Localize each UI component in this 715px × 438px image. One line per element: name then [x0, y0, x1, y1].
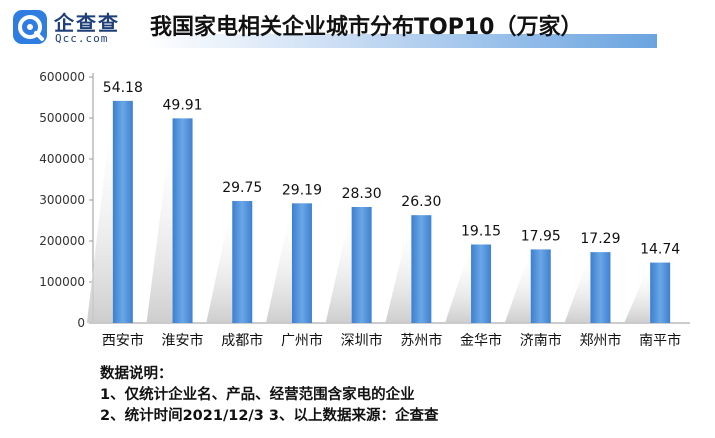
bar-shadow: [564, 252, 591, 323]
bar: [291, 203, 312, 323]
qcc-logo-icon: [13, 10, 47, 44]
bar: [590, 252, 611, 323]
data-label: 28.30: [342, 186, 382, 202]
data-label: 17.29: [580, 231, 620, 247]
bar-shadow: [624, 262, 651, 323]
bar: [351, 206, 372, 323]
bar-shadow: [445, 244, 472, 323]
x-tick-label: 西安市: [102, 332, 144, 349]
y-tick-label: 200000: [39, 234, 85, 248]
bar-shadow: [206, 201, 233, 323]
notes-line-1: 1、仅统计企业名、产品、经营范围含家电的企业: [100, 387, 415, 403]
data-label: 14.74: [640, 242, 680, 258]
data-label: 29.19: [282, 182, 322, 198]
bar-shadow: [325, 206, 352, 323]
bar: [172, 118, 193, 323]
bar: [112, 100, 133, 323]
logo-name: 企查查: [54, 11, 120, 35]
bar: [530, 249, 551, 323]
x-tick-label: 苏州市: [400, 332, 442, 349]
data-label: 19.15: [461, 223, 501, 239]
logo: 企查查 Qcc.com: [12, 7, 132, 47]
bar: [232, 201, 253, 323]
bar-shadow: [86, 100, 113, 323]
x-tick-label: 广州市: [281, 332, 323, 349]
bar-shadow: [504, 249, 531, 323]
x-tick-label: 成都市: [221, 332, 263, 349]
header: 企查查 Qcc.com 我国家电相关企业城市分布TOP10（万家）: [0, 0, 715, 52]
bar-shadow: [146, 118, 173, 323]
x-tick-label: 深圳市: [341, 332, 383, 349]
title-underline-bar: [145, 34, 657, 48]
chart-title: 我国家电相关企业城市分布TOP10（万家）: [150, 15, 583, 40]
data-label: 17.95: [521, 228, 561, 244]
y-tick-label: 600000: [39, 70, 85, 84]
x-tick-label: 郑州市: [579, 332, 621, 349]
data-notes: 数据说明： 1、仅统计企业名、产品、经营范围含家电的企业 2、统计时间2021/…: [100, 364, 438, 427]
bar: [471, 244, 492, 323]
data-label: 49.91: [163, 97, 203, 113]
y-tick-label: 500000: [39, 111, 85, 125]
notes-heading: 数据说明：: [100, 366, 173, 382]
x-tick-label: 南平市: [639, 332, 681, 349]
bar-shadow: [385, 215, 412, 323]
bar-chart: 0 100000 200000 300000 400000 500000 600000 54.…: [39, 70, 690, 349]
notes-line-2: 2、统计时间2021/12/3 3、以上数据来源：企查查: [100, 408, 439, 424]
y-tick-label: 400000: [39, 152, 85, 166]
data-label: 26.30: [401, 194, 441, 210]
x-tick-label: 济南市: [520, 332, 562, 349]
bar: [650, 262, 671, 323]
bar: [411, 215, 432, 323]
data-label: 54.18: [103, 80, 143, 96]
logo-domain: Qcc.com: [55, 32, 109, 45]
y-tick-label: 0: [77, 316, 85, 330]
data-label: 29.75: [222, 180, 262, 196]
bar-shadow: [265, 203, 292, 323]
x-tick-label: 淮安市: [162, 332, 204, 349]
x-tick-label: 金华市: [460, 332, 502, 349]
y-tick-label: 300000: [39, 193, 85, 207]
plot-area: 0 100000 200000 300000 400000 500000 600000 54.…: [39, 70, 690, 349]
y-tick-label: 100000: [39, 275, 85, 289]
